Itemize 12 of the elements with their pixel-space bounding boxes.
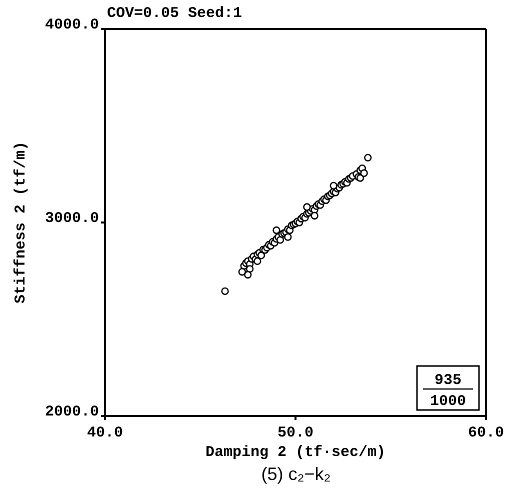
y-tick-label: 4000.0 <box>44 16 99 34</box>
y-tick-label: 2000.0 <box>44 403 99 420</box>
annotation: 935 <box>434 372 462 389</box>
annotation: 1000 <box>430 393 466 410</box>
y-tick-label: 3000.0 <box>44 210 99 227</box>
text: (5) c₂−k₂ <box>261 464 331 484</box>
x-tick-label: 60.0 <box>468 424 504 442</box>
y-axis-title: Stiffness 2 (tf/m) <box>12 141 30 304</box>
x-axis-title: Damping 2 (tf·sec/m) <box>205 444 386 461</box>
chart-title: COV=0.05 Seed:1 <box>107 5 242 22</box>
x-tick-label: 50.0 <box>277 424 314 442</box>
x-tick-label: 40.0 <box>86 424 124 442</box>
